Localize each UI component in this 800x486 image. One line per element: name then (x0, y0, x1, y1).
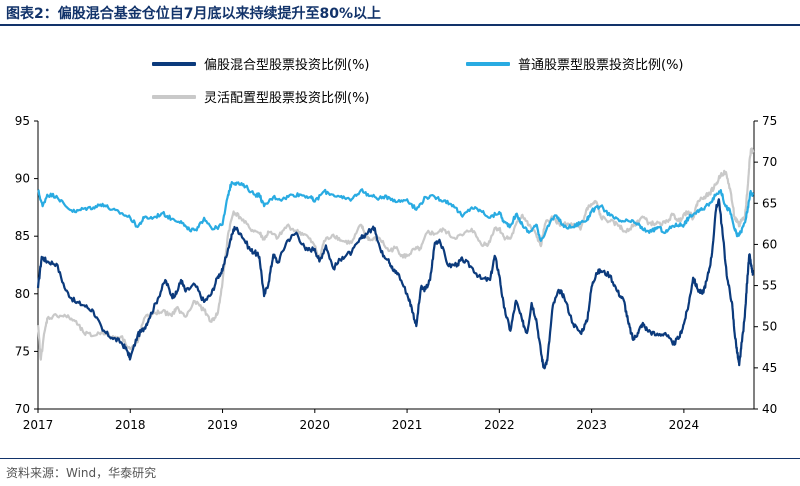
right-y-tick-label: 65 (762, 196, 777, 210)
x-tick-label: 2019 (207, 418, 238, 432)
left-y-tick-label: 80 (15, 287, 30, 301)
legend-label-mixed: 偏股混合型股票投资比例(%) (204, 58, 370, 73)
left-y-tick-label: 70 (15, 402, 30, 416)
x-tick-label: 2022 (484, 418, 515, 432)
legend-item-flexible: 灵活配置型股票投资比例(%) (152, 87, 370, 106)
right-y-tick-label: 45 (762, 361, 777, 375)
x-tick-label: 2021 (392, 418, 423, 432)
x-tick-label: 2023 (576, 418, 607, 432)
right-y-tick-label: 75 (762, 114, 777, 128)
series-line-mixed (36, 198, 755, 370)
left-y-tick-label: 90 (15, 172, 30, 186)
right-y-tick-label: 55 (762, 279, 777, 293)
right-y-tick-label: 60 (762, 237, 777, 251)
x-tick-label: 2024 (669, 418, 700, 432)
legend-swatch-mixed (152, 61, 196, 66)
legend-swatch-flexible (152, 94, 196, 99)
x-tick-label: 2018 (115, 418, 146, 432)
legend-swatch-stock (466, 61, 510, 66)
left-y-tick-label: 75 (15, 344, 30, 358)
legend-label-flexible: 灵活配置型股票投资比例(%) (204, 91, 370, 106)
footer-divider (0, 458, 800, 459)
source-note: 资料来源：Wind，华泰研究 (6, 466, 157, 480)
left-y-tick-label: 85 (15, 229, 30, 243)
legend-item-stock: 普通股票型股票投资比例(%) (466, 54, 684, 73)
left-y-tick-label: 95 (15, 114, 30, 128)
right-y-tick-label: 50 (762, 320, 777, 334)
right-y-tick-label: 70 (762, 155, 777, 169)
title-divider (0, 24, 800, 26)
series-line-stock (37, 181, 755, 242)
right-y-tick-label: 40 (762, 402, 777, 416)
x-tick-label: 2020 (300, 418, 331, 432)
series-line-flexible (36, 147, 755, 361)
x-tick-label: 2017 (23, 418, 54, 432)
chart-title: 图表2：偏股混合基金仓位自7月底以来持续提升至80%以上 (6, 6, 381, 22)
legend-label-stock: 普通股票型股票投资比例(%) (518, 58, 684, 73)
legend-item-mixed: 偏股混合型股票投资比例(%) (152, 54, 370, 73)
